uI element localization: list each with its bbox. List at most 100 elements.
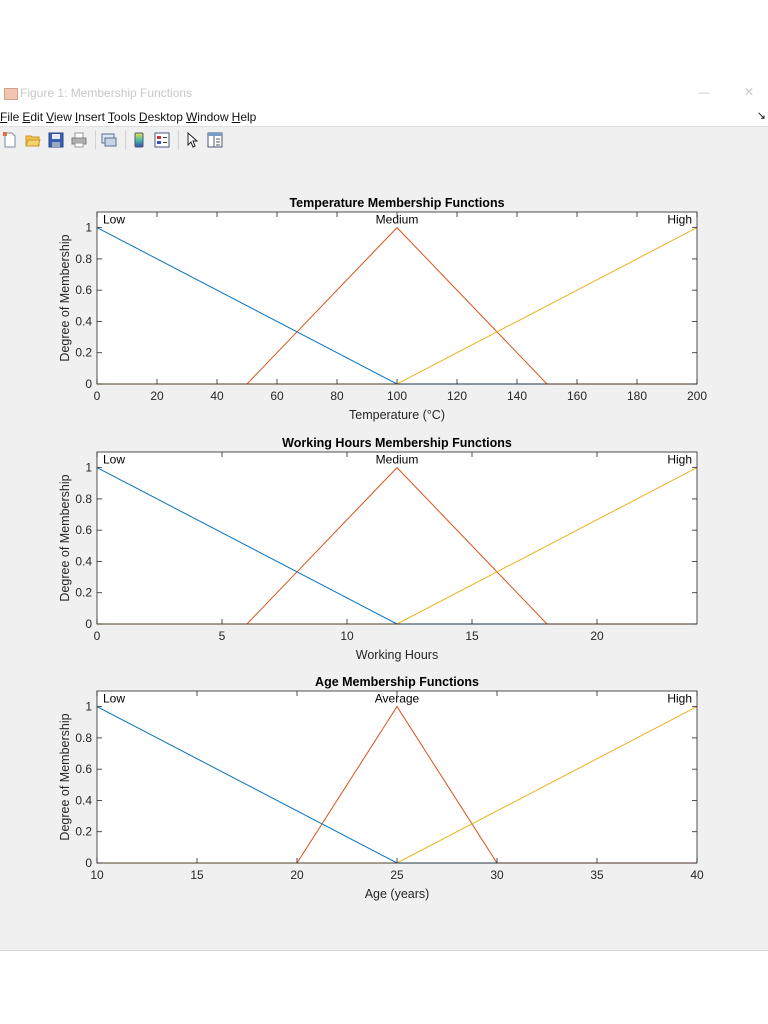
toolbar-separator — [178, 130, 179, 150]
y-axis-label: Degree of Membership — [58, 234, 72, 361]
x-tick-label: 5 — [219, 629, 226, 643]
axes-box — [96, 451, 698, 625]
chart-title: Age Membership Functions — [315, 675, 479, 689]
axes-2[interactable]: 0 5 10 15 20 0 0.2 0.4 0.6 0.8 1 Working Hours Memb… — [58, 436, 698, 662]
x-tick-label: 40 — [690, 868, 704, 882]
colorbar-icon — [134, 132, 144, 148]
y-tick-label: 0 — [85, 856, 92, 870]
pointer-icon — [187, 132, 199, 148]
plot-area — [97, 691, 697, 863]
annotation-low: Low — [103, 692, 125, 706]
link-plot-button[interactable] — [99, 130, 119, 150]
dock-figure-button[interactable]: ↘ — [756, 110, 766, 122]
toolbar-separator — [95, 130, 96, 150]
figure-canvas: 0 20 40 60 80 100 120 140 160 180 200 0 0.2 0.4 0.6 0.8… — [0, 153, 768, 951]
print-figure-button[interactable] — [69, 130, 89, 150]
x-tick-label: 120 — [447, 389, 467, 403]
y-tick-label: 1 — [85, 461, 92, 475]
window-title: Figure 1: Membership Functions — [20, 86, 193, 100]
y-tick-label: 0.8 — [75, 252, 92, 266]
insert-legend-button[interactable] — [152, 130, 172, 150]
y-tick-label: 0.4 — [75, 793, 92, 807]
close-button[interactable]: ✕ — [744, 85, 755, 99]
y-tick-label: 1 — [85, 700, 92, 714]
menu-desktop[interactable]: Desktop — [138, 109, 183, 124]
x-tick-label: 20 — [150, 389, 164, 403]
x-tick-label: 200 — [687, 389, 707, 403]
y-tick-label: 0 — [85, 617, 92, 631]
save-icon — [48, 132, 64, 148]
annotation-high: High — [667, 692, 692, 706]
chart-title: Working Hours Membership Functions — [282, 436, 512, 450]
property-inspector-button[interactable] — [205, 130, 225, 150]
y-tick-label: 0.8 — [75, 731, 92, 745]
toolbar-separator — [125, 130, 126, 150]
y-tick-label: 0.4 — [75, 554, 92, 568]
axes-3[interactable]: 10 15 20 25 30 35 40 0 0.2 0.4 0.6 0.8 1 Age Membersh… — [58, 675, 704, 901]
menu-bar: File Edit View Insert Tools Desktop Wind… — [0, 107, 768, 126]
y-tick-label: 0.2 — [75, 825, 92, 839]
y-tick-label: 0.2 — [75, 586, 92, 600]
x-tick-label: 10 — [90, 868, 104, 882]
x-tick-label: 0 — [94, 389, 101, 403]
figure-plots: 0 20 40 60 80 100 120 140 160 180 20000.20.40.60.8… — [58, 196, 707, 901]
menu-window[interactable]: Window — [185, 109, 229, 124]
new-figure-icon — [3, 132, 16, 148]
x-tick-label: 20 — [290, 868, 304, 882]
chart-title: Temperature Membership Functions — [289, 196, 504, 210]
insert-colorbar-button[interactable] — [129, 130, 149, 150]
menu-help[interactable]: Help — [231, 109, 257, 124]
x-tick-label: 20 — [590, 629, 604, 643]
save-figure-button[interactable] — [46, 130, 66, 150]
x-tick-label: 160 — [567, 389, 587, 403]
x-tick-label: 100 — [387, 389, 407, 403]
y-tick-label: 0.6 — [75, 283, 92, 297]
window-titlebar: Figure 1: Membership Functions — ✕ — [0, 84, 768, 106]
x-tick-label: 25 — [390, 868, 404, 882]
y-axis-label: Degree of Membership — [58, 713, 72, 840]
x-tick-label: 60 — [270, 389, 284, 403]
menu-edit[interactable]: Edit — [22, 109, 44, 124]
print-icon — [71, 132, 87, 148]
y-tick-label: 0 — [85, 377, 92, 391]
x-tick-label: 140 — [507, 389, 527, 403]
x-axis-label: Age (years) — [365, 887, 430, 901]
annotation-low: Low — [103, 213, 125, 227]
axes-1[interactable]: 0 20 40 60 80 100 120 140 160 180 200 0 0.2 0.4 0.6 0.8… — [58, 196, 707, 422]
x-axis-label: Working Hours — [356, 648, 438, 662]
y-tick-label: 0.4 — [75, 314, 92, 328]
x-tick-label: 40 — [210, 389, 224, 403]
plot-area — [97, 452, 697, 624]
y-tick-label: 0.8 — [75, 492, 92, 506]
annotation-medium: Medium — [376, 453, 419, 467]
x-tick-label: 35 — [590, 868, 604, 882]
menu-file[interactable]: File — [0, 109, 20, 124]
minimize-button[interactable]: — — [698, 85, 710, 99]
x-tick-label: 0 — [94, 629, 101, 643]
x-tick-label: 10 — [340, 629, 354, 643]
y-tick-label: 0.6 — [75, 523, 92, 537]
link-plot-icon — [101, 133, 117, 147]
annotation-high: High — [667, 453, 692, 467]
x-tick-label: 30 — [490, 868, 504, 882]
new-figure-button[interactable] — [0, 130, 20, 150]
y-tick-label: 0.2 — [75, 346, 92, 360]
matlab-figure-icon — [4, 88, 18, 100]
menu-view[interactable]: View — [46, 109, 72, 124]
legend-icon — [154, 132, 170, 148]
x-tick-label: 15 — [465, 629, 479, 643]
x-tick-label: 80 — [330, 389, 344, 403]
annotation-high: High — [667, 213, 692, 227]
y-axis-label: Degree of Membership — [58, 474, 72, 601]
edit-plot-button[interactable] — [182, 130, 202, 150]
open-file-button[interactable] — [23, 130, 43, 150]
y-tick-label: 0.6 — [75, 762, 92, 776]
plot-browser-icon — [207, 132, 223, 148]
folder-open-icon — [25, 135, 41, 147]
figure-toolbar — [0, 126, 768, 154]
x-tick-label: 15 — [190, 868, 204, 882]
y-tick-label: 1 — [85, 221, 92, 235]
menu-insert[interactable]: Insert — [74, 109, 105, 124]
menu-tools[interactable]: Tools — [107, 109, 136, 124]
x-axis-label: Temperature (°C) — [349, 408, 445, 422]
